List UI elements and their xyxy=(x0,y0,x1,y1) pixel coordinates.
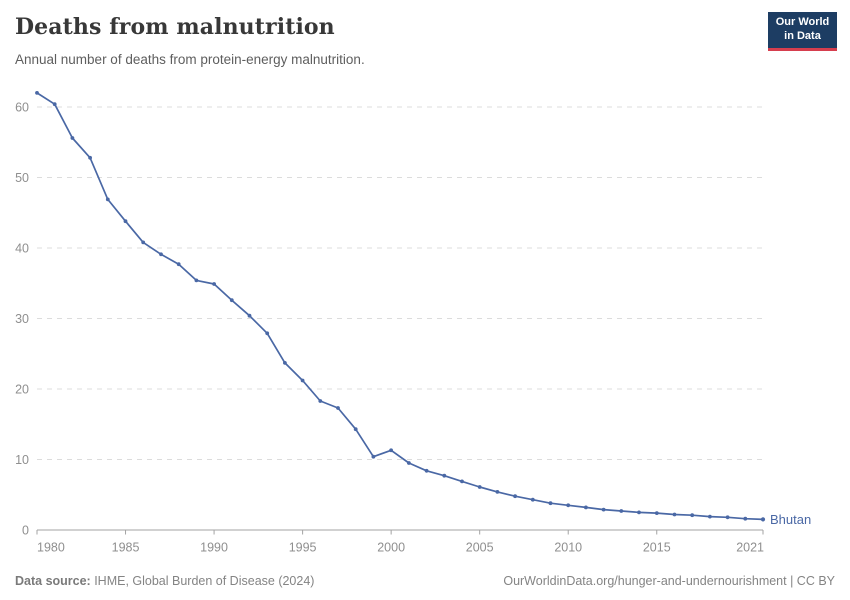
x-axis-tick-label: 2010 xyxy=(554,541,582,555)
y-axis-tick-label: 60 xyxy=(15,101,29,115)
y-axis-tick-label: 20 xyxy=(15,383,29,397)
chart-point[interactable] xyxy=(141,240,146,245)
chart-point[interactable] xyxy=(105,197,110,202)
chart-subtitle: Annual number of deaths from protein-ene… xyxy=(15,52,365,67)
chart-point[interactable] xyxy=(194,278,199,283)
x-axis-tick-label: 2000 xyxy=(377,541,405,555)
chart-point[interactable] xyxy=(690,513,695,518)
chart-point[interactable] xyxy=(725,515,730,520)
x-axis-tick-label: 2015 xyxy=(643,541,671,555)
x-axis-tick-label: 1990 xyxy=(200,541,228,555)
chart-point[interactable] xyxy=(300,378,305,383)
y-axis-tick-label: 40 xyxy=(15,242,29,256)
chart-point[interactable] xyxy=(760,517,766,522)
owid-logo-line2: in Data xyxy=(784,30,821,42)
data-source-label: Data source: xyxy=(15,574,91,588)
chart-point[interactable] xyxy=(708,514,712,519)
data-source-text: IHME, Global Burden of Disease (2024) xyxy=(90,574,315,588)
x-axis-tick-label: 1980 xyxy=(37,541,65,555)
chart-point[interactable] xyxy=(88,155,92,160)
series-label-bhutan[interactable]: Bhutan xyxy=(770,512,811,527)
chart-point[interactable] xyxy=(442,473,447,478)
owid-logo-line1: Our World xyxy=(775,16,830,29)
chart-point[interactable] xyxy=(672,512,677,517)
chart-point[interactable] xyxy=(389,448,393,453)
chart-point[interactable] xyxy=(495,490,500,494)
chart-point[interactable] xyxy=(336,406,340,410)
chart-footer: Data source: IHME, Global Burden of Dise… xyxy=(0,574,850,588)
chart-point[interactable] xyxy=(123,219,128,224)
chart-point[interactable] xyxy=(513,494,517,499)
chart-point[interactable] xyxy=(176,262,181,267)
chart-point[interactable] xyxy=(212,282,217,286)
chart-point[interactable] xyxy=(460,479,464,484)
y-axis-tick-label: 0 xyxy=(22,524,29,538)
chart-point[interactable] xyxy=(70,136,75,140)
y-axis-tick-label: 30 xyxy=(15,312,29,326)
x-axis-tick-label: 1995 xyxy=(289,541,317,555)
chart-point[interactable] xyxy=(743,516,748,521)
chart-point[interactable] xyxy=(35,91,39,95)
page-title: Deaths from malnutrition xyxy=(15,14,335,40)
chart-point[interactable] xyxy=(318,399,323,403)
chart-point[interactable] xyxy=(265,331,270,336)
chart-point[interactable] xyxy=(247,313,252,318)
chart-point[interactable] xyxy=(353,427,358,432)
x-axis-tick-label: 1985 xyxy=(112,541,140,555)
chart-point[interactable] xyxy=(52,102,57,107)
y-axis-tick-label: 10 xyxy=(15,453,29,467)
chart-point[interactable] xyxy=(548,501,553,506)
chart-line-bhutan[interactable] xyxy=(36,92,764,521)
x-axis-tick-label: 2021 xyxy=(736,541,764,555)
chart-point[interactable] xyxy=(637,510,641,515)
owid-logo[interactable]: Our World in Data xyxy=(768,12,837,51)
chart-point[interactable] xyxy=(619,509,624,513)
data-source-note: Data source: IHME, Global Burden of Dise… xyxy=(15,574,314,588)
chart-point[interactable] xyxy=(477,485,482,489)
x-axis-tick-label: 2005 xyxy=(466,541,494,555)
chart-point[interactable] xyxy=(371,454,376,459)
chart-point[interactable] xyxy=(159,252,163,257)
chart-point[interactable] xyxy=(584,505,588,510)
chart-point[interactable] xyxy=(601,507,606,512)
y-axis-tick-label: 50 xyxy=(15,171,29,185)
chart-point[interactable] xyxy=(229,298,234,303)
chart-point[interactable] xyxy=(530,497,535,502)
chart-point[interactable] xyxy=(407,461,411,465)
chart-point[interactable] xyxy=(654,511,659,515)
chart-point[interactable] xyxy=(283,361,287,365)
chart-point[interactable] xyxy=(424,468,429,473)
chart-point[interactable] xyxy=(566,503,571,508)
attribution-link: OurWorldinData.org/hunger-and-undernouri… xyxy=(503,574,835,588)
